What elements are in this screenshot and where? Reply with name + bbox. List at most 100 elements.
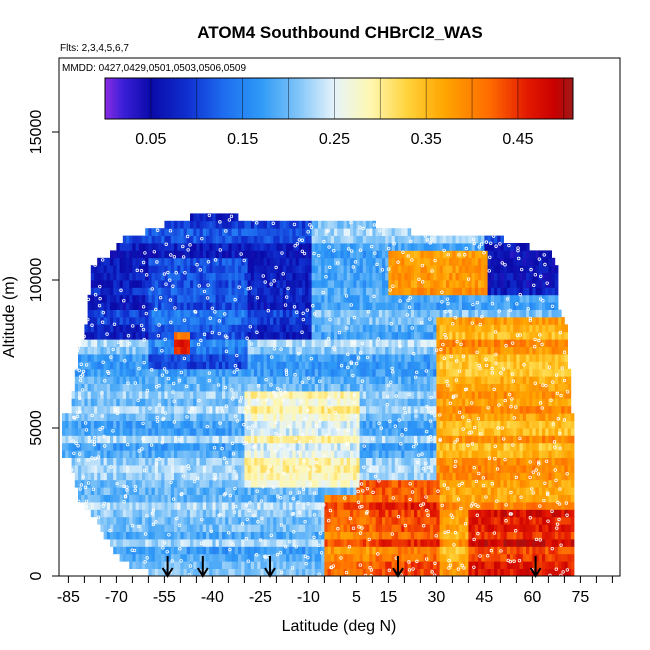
- heatmap-cell: [138, 339, 143, 347]
- heatmap-cell: [266, 405, 271, 414]
- heatmap-cell: [564, 502, 568, 510]
- heatmap-cell: [234, 331, 239, 340]
- heatmap-cell: [158, 428, 162, 436]
- heatmap-cell: [145, 383, 149, 392]
- heatmap-cell: [372, 346, 376, 355]
- heatmap-cell: [407, 487, 412, 495]
- heatmap-cell: [282, 361, 287, 370]
- heatmap-cell: [314, 405, 319, 414]
- heatmap-cell: [298, 442, 303, 451]
- heatmap-cell: [209, 531, 213, 540]
- heatmap-cell: [446, 420, 450, 429]
- heatmap-cell: [113, 442, 117, 451]
- heatmap-cell: [378, 531, 383, 540]
- heatmap-cell: [394, 420, 399, 429]
- heatmap-cell: [490, 442, 495, 451]
- heatmap-cell: [110, 391, 114, 399]
- heatmap-cell: [506, 494, 511, 503]
- heatmap-cell: [375, 546, 380, 555]
- heatmap-cell: [356, 428, 360, 436]
- heatmap-cell: [452, 502, 456, 510]
- heatmap-cell: [190, 472, 194, 481]
- heatmap-cell: [103, 346, 108, 355]
- heatmap-cell: [430, 516, 434, 525]
- heatmap-cell: [106, 331, 111, 340]
- heatmap-cell: [298, 346, 303, 355]
- heatmap-cell: [193, 450, 197, 458]
- heatmap-cell: [391, 376, 396, 384]
- heatmap-cell: [244, 331, 248, 340]
- heatmap-cell: [279, 531, 284, 540]
- heatmap-cell: [94, 376, 98, 384]
- heatmap-cell: [519, 442, 524, 451]
- heatmap-cell: [279, 457, 284, 466]
- heatmap-cell: [318, 405, 322, 414]
- heatmap-cell: [366, 442, 370, 451]
- heatmap-cell: [270, 339, 274, 347]
- heatmap-cell: [206, 494, 210, 503]
- heatmap-cell: [465, 487, 469, 495]
- heatmap-cell: [167, 442, 172, 451]
- heatmap-cell: [167, 346, 172, 355]
- heatmap-cell: [151, 561, 156, 569]
- heatmap-cell: [202, 524, 207, 532]
- heatmap-cell: [215, 361, 220, 370]
- heatmap-cell: [97, 457, 101, 466]
- heatmap-cell: [446, 472, 450, 481]
- heatmap-cell: [558, 479, 562, 488]
- heatmap-cell: [238, 383, 242, 392]
- heatmap-cell: [343, 509, 348, 518]
- heatmap-cell: [506, 413, 511, 421]
- heatmap-cell: [423, 516, 428, 525]
- heatmap-cell: [180, 339, 184, 347]
- heatmap-cell: [468, 435, 472, 444]
- heatmap-cell: [222, 391, 226, 399]
- heatmap-cell: [177, 413, 181, 421]
- heatmap-cell: [218, 524, 223, 532]
- heatmap-cell: [462, 546, 466, 555]
- heatmap-cell: [164, 472, 168, 481]
- heatmap-cell: [410, 516, 415, 525]
- heatmap-cell: [202, 376, 207, 384]
- heatmap-cell: [321, 524, 325, 532]
- heatmap-cell: [372, 339, 376, 347]
- heatmap-cell: [292, 361, 296, 370]
- heatmap-cell: [174, 568, 178, 576]
- heatmap-cell: [87, 339, 92, 347]
- heatmap-cell: [247, 457, 252, 466]
- heatmap-cell: [353, 435, 357, 444]
- heatmap-cell: [452, 561, 456, 569]
- heatmap-cell: [199, 465, 204, 473]
- heatmap-cell: [410, 539, 415, 547]
- heatmap-cell: [305, 509, 309, 518]
- heatmap-cell: [417, 539, 421, 547]
- heatmap-cell: [282, 516, 287, 525]
- heatmap-cell: [289, 472, 293, 481]
- heatmap-cell: [442, 531, 447, 540]
- heatmap-cell: [330, 553, 335, 562]
- heatmap-cell: [561, 539, 565, 547]
- heatmap-cell: [71, 398, 76, 407]
- heatmap-cell: [369, 539, 373, 547]
- heatmap-cell: [324, 516, 328, 525]
- heatmap-cell: [324, 561, 328, 569]
- heatmap-cell: [298, 531, 303, 540]
- heatmap-cell: [538, 561, 543, 569]
- heatmap-cell: [225, 442, 229, 451]
- heatmap-cell: [260, 494, 264, 503]
- heatmap-cell: [231, 479, 236, 488]
- heatmap-cell: [503, 413, 508, 421]
- heatmap-cell: [119, 442, 124, 451]
- heatmap-cell: [554, 428, 559, 436]
- heatmap-cell: [154, 472, 159, 481]
- heatmap-cell: [519, 339, 524, 347]
- heatmap-cell: [231, 339, 236, 347]
- heatmap-cell: [222, 354, 226, 362]
- heatmap-cell: [359, 361, 364, 370]
- heatmap-cell: [183, 405, 188, 414]
- heatmap-cell: [289, 331, 293, 340]
- heatmap-cell: [222, 442, 226, 451]
- heatmap-cell: [356, 465, 360, 473]
- heatmap-cell: [538, 405, 543, 414]
- heatmap-cell: [254, 398, 258, 407]
